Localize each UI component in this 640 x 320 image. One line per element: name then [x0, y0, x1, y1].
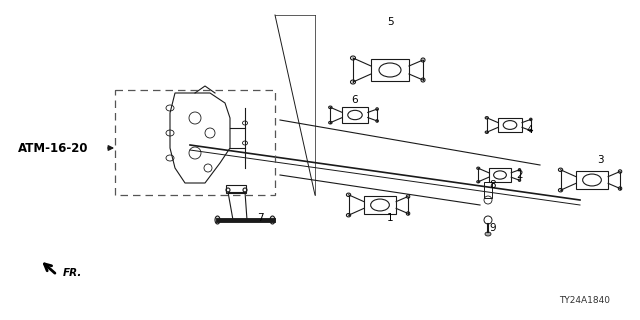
Bar — [115, 90, 275, 195]
Text: 9: 9 — [490, 223, 496, 233]
Bar — [342, 107, 368, 123]
Bar — [364, 196, 396, 214]
Bar — [489, 168, 511, 182]
Text: TY24A1840: TY24A1840 — [559, 296, 610, 305]
Text: 4: 4 — [527, 125, 533, 135]
Text: 6: 6 — [352, 95, 358, 105]
Text: ATM-16-20: ATM-16-20 — [18, 141, 88, 155]
Ellipse shape — [270, 216, 275, 224]
Ellipse shape — [485, 232, 491, 236]
Text: 3: 3 — [596, 155, 604, 165]
Text: 8: 8 — [490, 180, 496, 190]
Text: 1: 1 — [387, 213, 394, 223]
Bar — [498, 118, 522, 132]
Ellipse shape — [215, 216, 220, 224]
Text: 7: 7 — [257, 213, 263, 223]
Bar — [226, 185, 246, 193]
Text: FR.: FR. — [63, 268, 83, 278]
Bar — [484, 182, 492, 198]
Bar — [576, 171, 608, 189]
Bar — [371, 59, 409, 81]
Text: 5: 5 — [387, 17, 394, 27]
Text: 2: 2 — [516, 170, 524, 180]
